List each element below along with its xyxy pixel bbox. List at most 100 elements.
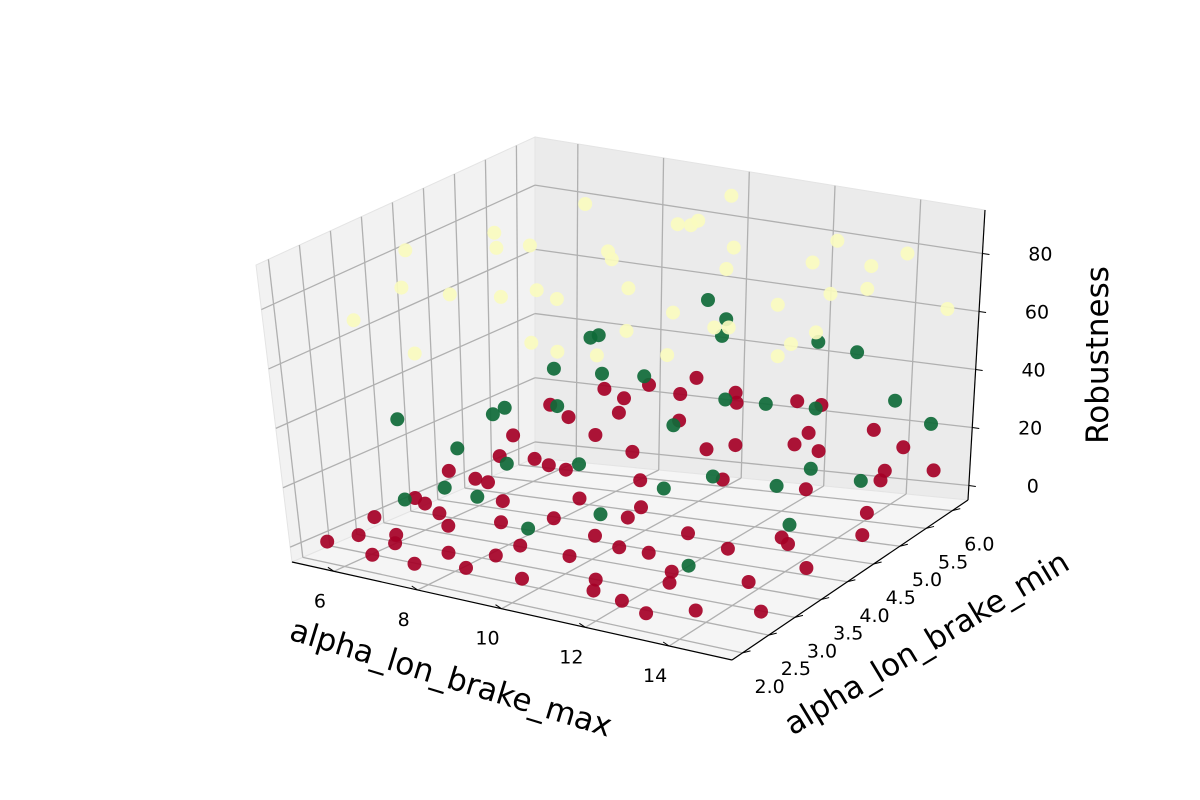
data-point bbox=[572, 457, 586, 472]
data-point bbox=[614, 593, 629, 608]
data-point bbox=[487, 225, 502, 240]
z-gridline-back bbox=[534, 312, 976, 371]
x-axis-line bbox=[291, 561, 733, 661]
data-point bbox=[549, 292, 564, 306]
x-tick-mark bbox=[411, 585, 418, 591]
data-point bbox=[588, 572, 603, 587]
data-point bbox=[437, 480, 452, 495]
data-point bbox=[394, 280, 409, 295]
z-tick-mark bbox=[978, 311, 987, 313]
data-point bbox=[754, 604, 768, 619]
y-gridline-left bbox=[298, 245, 331, 546]
y-tick-mark bbox=[794, 614, 804, 618]
data-point bbox=[741, 575, 756, 589]
data-point bbox=[798, 482, 813, 497]
z-tick-label: 40 bbox=[1021, 360, 1045, 382]
data-point bbox=[850, 345, 865, 360]
data-point bbox=[562, 549, 577, 564]
data-point bbox=[720, 541, 735, 556]
data-point bbox=[442, 287, 457, 302]
y-tick-mark bbox=[768, 632, 777, 636]
data-point bbox=[924, 416, 938, 431]
data-point bbox=[459, 560, 473, 575]
y-tick-label: 5.5 bbox=[938, 551, 968, 573]
data-point bbox=[550, 399, 565, 414]
data-point bbox=[770, 349, 785, 364]
z-gridline-back bbox=[534, 184, 983, 255]
data-point bbox=[940, 302, 955, 316]
data-point bbox=[859, 505, 874, 520]
data-point bbox=[612, 540, 627, 555]
z-tick-label: 80 bbox=[1028, 244, 1052, 266]
data-point bbox=[729, 395, 744, 410]
data-point bbox=[926, 463, 941, 478]
data-point bbox=[670, 217, 685, 232]
data-point bbox=[707, 320, 722, 335]
data-point bbox=[450, 441, 465, 456]
data-point bbox=[432, 506, 447, 521]
y-tick-mark bbox=[742, 650, 751, 654]
data-point bbox=[681, 526, 695, 541]
data-point bbox=[441, 518, 456, 533]
x-tick-mark bbox=[327, 566, 335, 572]
y-gridline-floor bbox=[302, 556, 743, 654]
data-point bbox=[688, 603, 703, 618]
data-point bbox=[346, 313, 361, 328]
data-points bbox=[320, 188, 955, 621]
data-point bbox=[811, 444, 826, 459]
data-point bbox=[641, 545, 656, 560]
data-point bbox=[588, 528, 602, 543]
data-point bbox=[691, 213, 706, 228]
y-gridline-floor bbox=[518, 464, 953, 512]
data-point bbox=[499, 456, 514, 471]
data-point bbox=[506, 428, 521, 443]
data-point bbox=[617, 391, 631, 406]
data-point bbox=[397, 492, 412, 507]
data-point bbox=[726, 240, 741, 255]
data-point bbox=[489, 240, 504, 255]
x-gridline-floor bbox=[417, 469, 660, 591]
y-gridline-floor bbox=[329, 545, 769, 636]
z-axis-title: Robustness bbox=[1080, 266, 1116, 444]
z-tick-label: 20 bbox=[1018, 418, 1042, 440]
data-point bbox=[497, 400, 512, 415]
data-point bbox=[758, 396, 773, 411]
y-gridline-floor bbox=[437, 498, 874, 565]
data-point bbox=[485, 407, 500, 422]
data-point bbox=[701, 293, 715, 307]
x-tick-label: 8 bbox=[398, 609, 410, 631]
data-point bbox=[705, 469, 720, 484]
data-point bbox=[664, 564, 679, 579]
data-point bbox=[588, 428, 603, 442]
data-point bbox=[689, 370, 704, 385]
data-point bbox=[855, 528, 870, 543]
data-point bbox=[823, 286, 838, 301]
data-point bbox=[591, 328, 606, 343]
data-point bbox=[625, 444, 640, 459]
y-gridline-floor bbox=[356, 533, 796, 618]
z-gridline-left bbox=[268, 248, 536, 370]
data-point bbox=[595, 366, 609, 381]
data-point bbox=[728, 438, 743, 453]
data-point bbox=[407, 556, 422, 571]
x-tick-mark bbox=[495, 604, 502, 610]
data-point bbox=[666, 418, 681, 433]
x-tick-label: 12 bbox=[559, 646, 583, 668]
data-point bbox=[589, 348, 604, 363]
data-point bbox=[593, 507, 608, 522]
axis-lines bbox=[291, 209, 986, 661]
z-tick-label: 0 bbox=[1027, 476, 1039, 498]
x-tick-label: 6 bbox=[314, 590, 326, 612]
data-point bbox=[699, 442, 714, 457]
x-tick-mark bbox=[662, 641, 670, 647]
data-point bbox=[541, 458, 556, 473]
data-point bbox=[805, 255, 820, 270]
tick-labels: 6 8 10 12 14 2.02.53.03.54.04.55.05.56.0 0 20 40… bbox=[314, 244, 1053, 698]
z-tick-mark bbox=[968, 485, 976, 487]
y-tick-mark bbox=[873, 561, 882, 565]
z-tick-mark bbox=[982, 253, 990, 255]
y-tick-label: 2.5 bbox=[781, 658, 811, 680]
data-point bbox=[493, 289, 508, 304]
data-point bbox=[418, 496, 432, 511]
data-point bbox=[611, 405, 626, 420]
